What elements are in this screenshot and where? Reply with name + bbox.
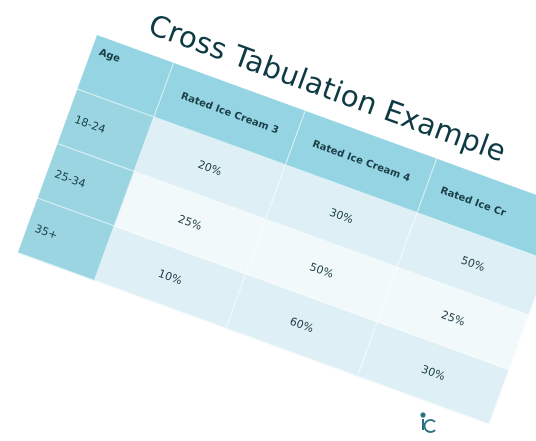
ic-logo-icon <box>416 409 438 435</box>
